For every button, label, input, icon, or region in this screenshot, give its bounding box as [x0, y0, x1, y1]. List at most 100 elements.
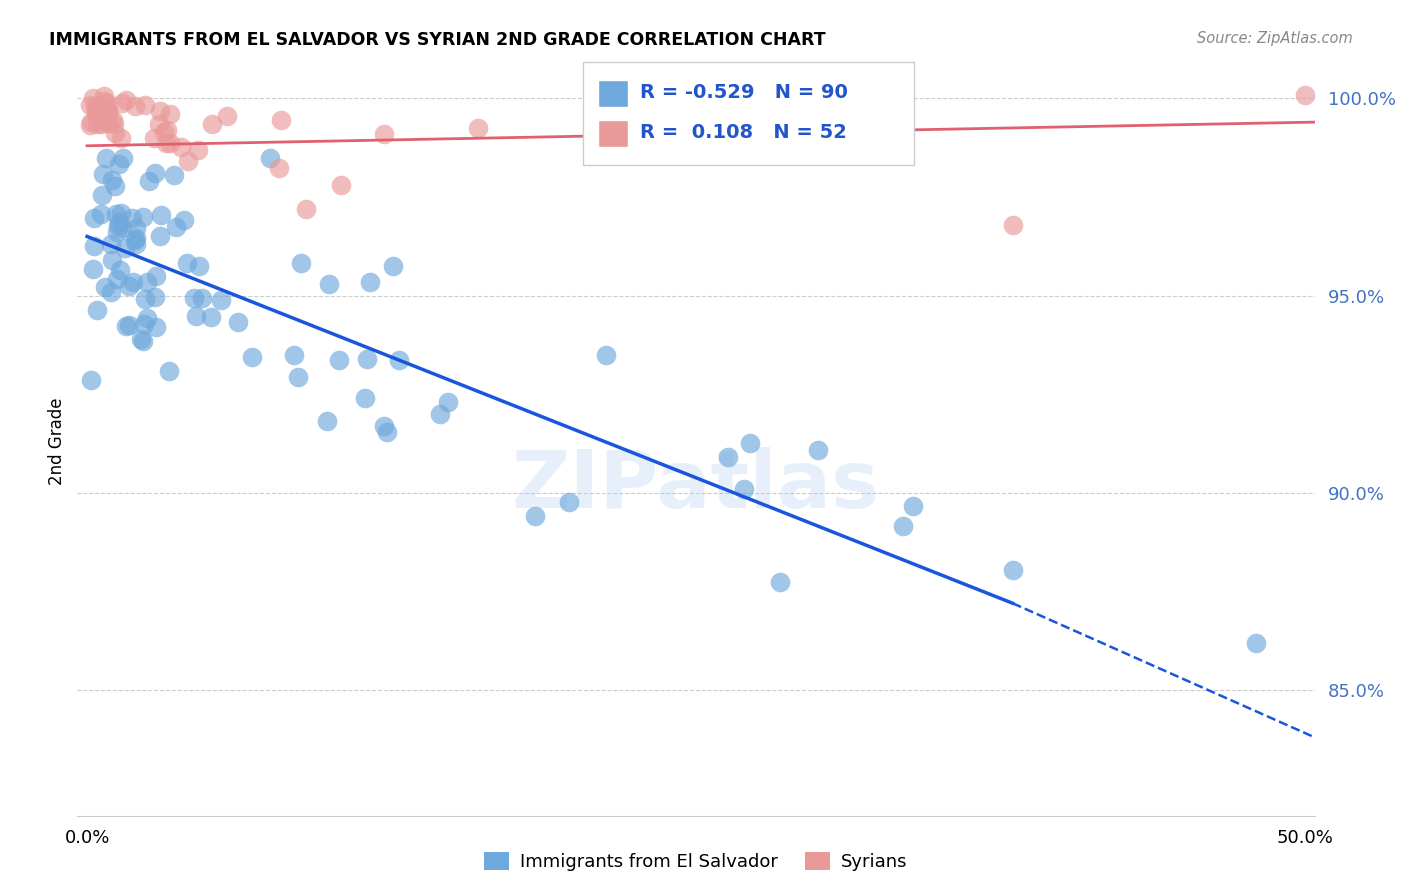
Point	[86, 117, 108, 131]
Point	[329, 178, 352, 192]
Point	[436, 394, 458, 409]
Point	[114, 241, 136, 255]
Point	[177, 153, 200, 168]
Point	[173, 213, 195, 227]
Point	[94, 111, 117, 125]
Point	[115, 94, 138, 108]
Point	[94, 280, 117, 294]
Point	[82, 91, 104, 105]
Point	[200, 310, 222, 325]
Point	[143, 130, 166, 145]
Point	[201, 117, 224, 131]
Point	[110, 220, 132, 235]
Point	[86, 106, 108, 120]
Point	[104, 178, 127, 193]
Point	[149, 229, 172, 244]
Point	[91, 168, 114, 182]
Point	[134, 98, 156, 112]
Point	[103, 117, 125, 131]
Text: IMMIGRANTS FROM EL SALVADOR VS SYRIAN 2ND GRADE CORRELATION CHART: IMMIGRANTS FROM EL SALVADOR VS SYRIAN 2N…	[49, 31, 825, 49]
Point	[170, 140, 193, 154]
Point	[91, 113, 114, 128]
Point	[226, 315, 249, 329]
Point	[111, 96, 134, 111]
Point	[270, 113, 292, 128]
Point	[1001, 563, 1024, 577]
Point	[1244, 635, 1267, 649]
Point	[125, 237, 148, 252]
Point	[373, 127, 395, 141]
Point	[215, 109, 238, 123]
Point	[104, 207, 127, 221]
Point	[191, 291, 214, 305]
Point	[903, 499, 925, 513]
Text: ZIPatlas: ZIPatlas	[512, 448, 880, 525]
Point	[807, 442, 830, 457]
Point	[157, 364, 180, 378]
Point	[90, 106, 112, 120]
Point	[134, 292, 156, 306]
Point	[110, 131, 132, 145]
Point	[269, 161, 291, 175]
Point	[148, 117, 170, 131]
Point	[83, 211, 105, 226]
Point	[356, 352, 378, 367]
Point	[105, 225, 128, 239]
Point	[295, 202, 318, 216]
Point	[83, 239, 105, 253]
Point	[96, 95, 118, 110]
Point	[107, 219, 129, 234]
Point	[86, 105, 108, 120]
Point	[107, 215, 129, 229]
Point	[1001, 218, 1024, 232]
Point	[97, 116, 120, 130]
Point	[148, 103, 170, 118]
Point	[104, 127, 127, 141]
Point	[117, 318, 139, 332]
Point	[353, 391, 375, 405]
Point	[108, 263, 131, 277]
Y-axis label: 2nd Grade: 2nd Grade	[48, 398, 66, 485]
Point	[381, 259, 404, 273]
Point	[90, 117, 112, 131]
Point	[82, 262, 104, 277]
Point	[131, 332, 153, 346]
Point	[156, 122, 179, 136]
Point	[86, 104, 108, 119]
Point	[315, 414, 337, 428]
Point	[131, 334, 153, 348]
Point	[373, 418, 395, 433]
Point	[733, 482, 755, 496]
Point	[91, 112, 114, 127]
Point	[328, 352, 350, 367]
Point	[283, 348, 305, 362]
Point	[93, 94, 115, 108]
Point	[131, 211, 153, 225]
Point	[187, 260, 209, 274]
Point	[135, 311, 157, 326]
Point	[101, 253, 124, 268]
Point	[467, 120, 489, 135]
Point	[359, 275, 381, 289]
Point	[287, 369, 309, 384]
Point	[80, 373, 103, 387]
Text: R = -0.529   N = 90: R = -0.529 N = 90	[640, 83, 848, 103]
Point	[138, 174, 160, 188]
Point	[112, 151, 135, 165]
Point	[145, 319, 167, 334]
Legend: Immigrants from El Salvador, Syrians: Immigrants from El Salvador, Syrians	[477, 845, 915, 879]
Text: R =  0.108   N = 52: R = 0.108 N = 52	[640, 123, 846, 143]
Point	[209, 293, 232, 307]
Point	[110, 205, 132, 219]
Point	[100, 236, 122, 251]
Point	[184, 309, 207, 323]
Point	[523, 509, 546, 524]
Point	[90, 207, 112, 221]
Point	[97, 106, 120, 120]
Point	[240, 350, 263, 364]
Point	[176, 256, 198, 270]
Point	[738, 436, 761, 450]
Point	[90, 112, 112, 127]
Point	[122, 275, 145, 289]
Point	[124, 234, 146, 248]
